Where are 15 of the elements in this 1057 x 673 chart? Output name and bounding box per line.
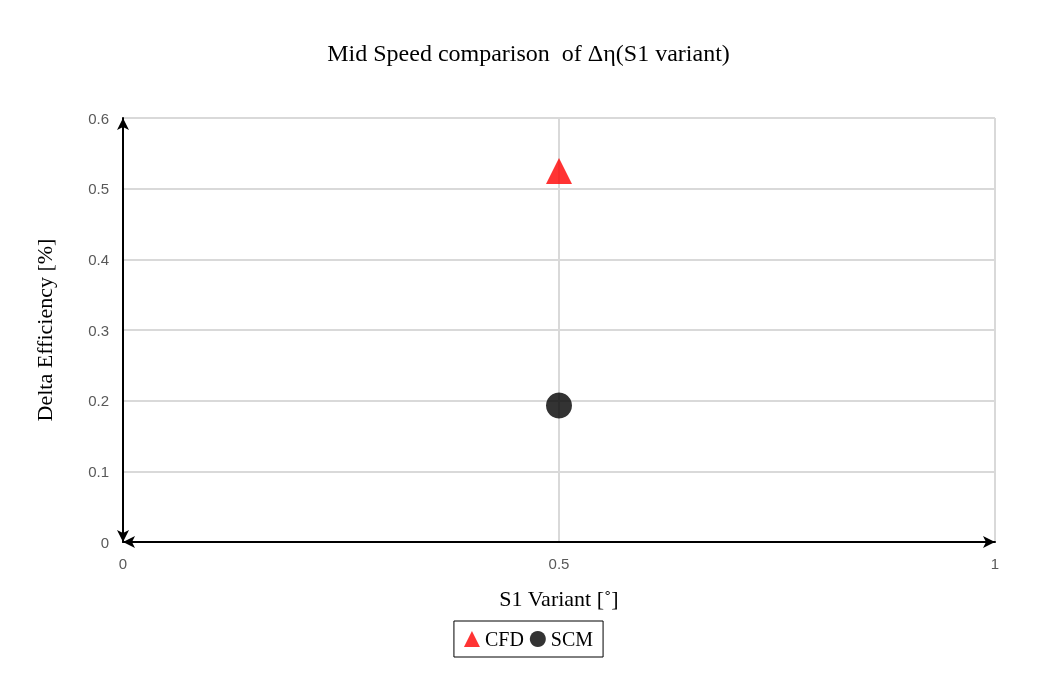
x-tick-label: 0: [118, 555, 128, 572]
y-tick-label: 0.4: [88, 250, 109, 268]
y-tick-label: 0.5: [88, 180, 109, 198]
y-tick-label: 0.3: [88, 321, 109, 339]
y-tick-label: 0: [100, 533, 109, 551]
chart-title: Mid Speed comparison of Δη(S1 variant): [327, 40, 730, 66]
x-tick-label: 0.5: [548, 555, 570, 572]
legend-label: CFD: [484, 628, 524, 650]
y-tick-label: 0.2: [88, 392, 109, 410]
y-axis-title: Delta Efficiency [%]: [31, 238, 57, 422]
x-tick-label: 1: [990, 555, 1000, 572]
y-tick-label: 0.1: [88, 462, 109, 480]
x-axis-title: S1 Variant [˚]: [499, 585, 619, 611]
y-tick-label: 0.6: [88, 109, 109, 127]
legend-label: SCM: [550, 628, 594, 650]
